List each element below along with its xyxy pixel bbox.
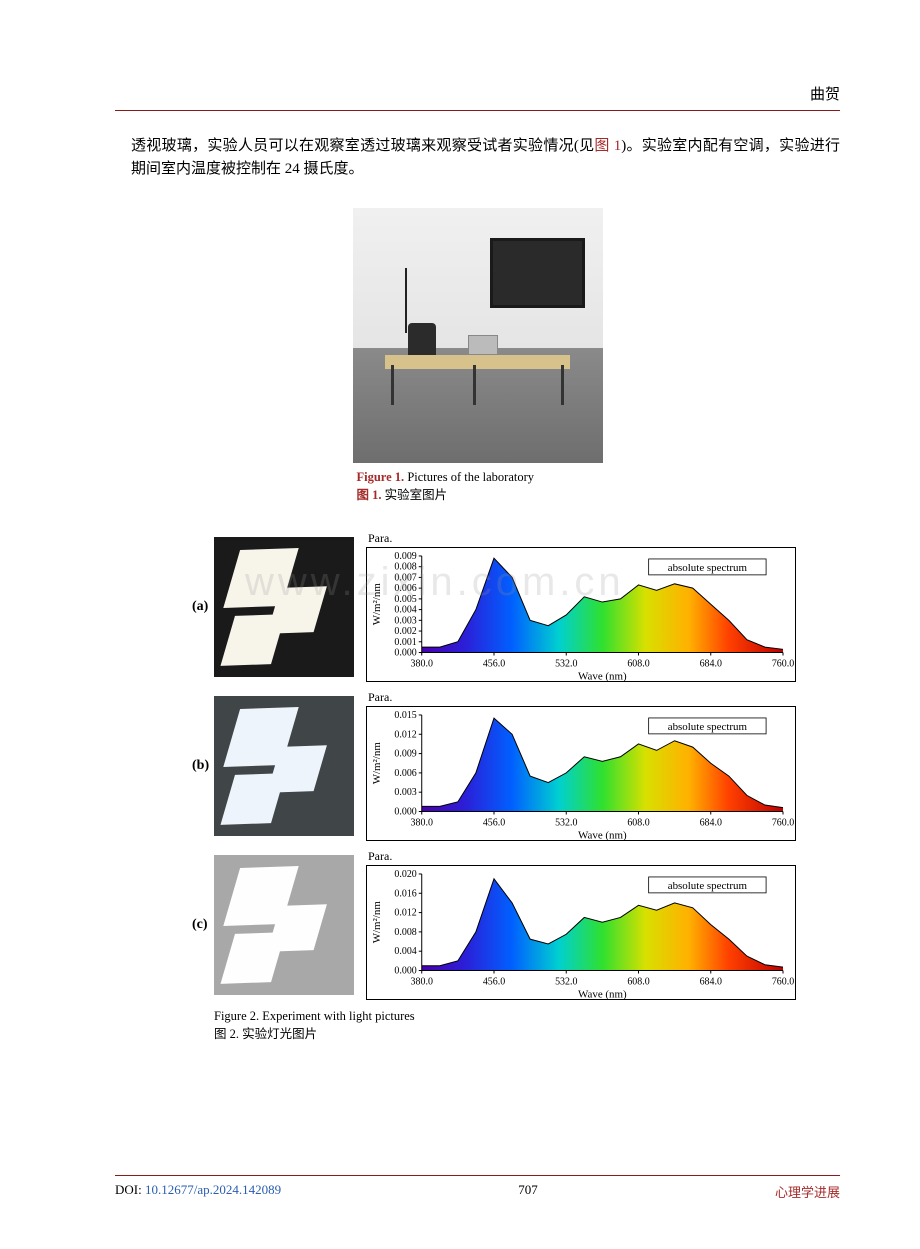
fig2-label-zh: 图 2. <box>214 1027 239 1041</box>
spectrum-chart-c: 0.000 0.004 0.008 0.012 0.016 0.020 380.0 456.0… <box>366 865 796 1000</box>
svg-text:0.000: 0.000 <box>394 806 416 817</box>
svg-text:0.009: 0.009 <box>394 749 416 760</box>
fig2-caption-zh: 实验灯光图片 <box>239 1027 317 1041</box>
svg-text:0.001: 0.001 <box>394 637 416 648</box>
doi-label: DOI: <box>115 1182 145 1197</box>
figure-2-row-c: (c) Para. 0.000 0.004 0.008 0.012 0.016 0.020… <box>192 849 802 1000</box>
spectrum-chart-b: 0.000 0.003 0.006 0.009 0.012 0.015 380.0 456.0… <box>366 706 796 841</box>
footer: DOI: 10.12677/ap.2024.142089 707 心理学进展 <box>115 1175 840 1201</box>
svg-text:0.012: 0.012 <box>394 729 416 740</box>
svg-text:0.004: 0.004 <box>394 605 416 616</box>
svg-text:0.016: 0.016 <box>394 888 416 899</box>
figure-2-row-a: (a) Para. 0.0000.0010.0020.0030.0040.005… <box>192 531 802 682</box>
svg-text:532.0: 532.0 <box>555 817 577 828</box>
header-rule <box>115 110 840 111</box>
journal-name: 心理学进展 <box>775 1182 840 1201</box>
fig1-caption-en: Pictures of the laboratory <box>404 470 534 484</box>
svg-text:0.000: 0.000 <box>394 965 416 976</box>
chart-para-label: Para. <box>368 531 796 546</box>
figure-1-caption: Figure 1. Pictures of the laboratory 图 1… <box>353 469 603 504</box>
svg-text:0.008: 0.008 <box>394 562 416 573</box>
svg-text:532.0: 532.0 <box>555 658 577 669</box>
svg-text:Wave (nm): Wave (nm) <box>578 829 627 841</box>
figure-2-caption: Figure 2. Experiment with light pictures… <box>214 1008 802 1043</box>
svg-text:608.0: 608.0 <box>627 976 649 987</box>
svg-text:456.0: 456.0 <box>483 976 505 987</box>
doi-link[interactable]: 10.12677/ap.2024.142089 <box>145 1182 281 1197</box>
svg-text:0.005: 0.005 <box>394 594 416 605</box>
light-thumbnail-c <box>214 855 354 995</box>
panel-label: (c) <box>192 917 214 933</box>
svg-text:0.006: 0.006 <box>394 583 416 594</box>
fig1-ref-link[interactable]: 图 1 <box>594 138 621 154</box>
svg-text:Wave (nm): Wave (nm) <box>578 988 627 1000</box>
svg-text:760.0: 760.0 <box>772 658 794 669</box>
svg-text:380.0: 380.0 <box>411 976 433 987</box>
svg-text:760.0: 760.0 <box>772 817 794 828</box>
svg-text:0.008: 0.008 <box>394 927 416 938</box>
panel-label: (b) <box>192 758 214 774</box>
svg-text:W/m²/nm: W/m²/nm <box>371 901 383 944</box>
footer-rule <box>115 1175 840 1176</box>
chart-para-label: Para. <box>368 690 796 705</box>
svg-text:W/m²/nm: W/m²/nm <box>371 583 383 626</box>
svg-text:Wave (nm): Wave (nm) <box>578 670 627 682</box>
svg-text:absolute spectrum: absolute spectrum <box>668 562 748 574</box>
svg-text:608.0: 608.0 <box>627 658 649 669</box>
svg-text:532.0: 532.0 <box>555 976 577 987</box>
svg-text:0.006: 0.006 <box>394 768 416 779</box>
svg-text:0.012: 0.012 <box>394 908 416 919</box>
fig1-label-en: Figure 1. <box>357 470 405 484</box>
svg-text:760.0: 760.0 <box>772 976 794 987</box>
svg-text:W/m²/nm: W/m²/nm <box>371 742 383 785</box>
body-text-1: 透视玻璃，实验人员可以在观察室透过玻璃来观察受试者实验情况(见 <box>131 138 594 154</box>
svg-text:0.002: 0.002 <box>394 626 416 637</box>
svg-text:380.0: 380.0 <box>411 817 433 828</box>
svg-text:0.004: 0.004 <box>394 946 416 957</box>
chart-para-label: Para. <box>368 849 796 864</box>
svg-text:380.0: 380.0 <box>411 658 433 669</box>
figure-1: Figure 1. Pictures of the laboratory 图 1… <box>353 208 603 504</box>
body-paragraph: 透视玻璃，实验人员可以在观察室透过玻璃来观察受试者实验情况(见图 1)。实验室内… <box>131 135 840 182</box>
svg-text:0.020: 0.020 <box>394 869 416 880</box>
panel-label: (a) <box>192 599 214 615</box>
fig1-label-zh: 图 1. <box>357 488 382 502</box>
page-number: 707 <box>518 1182 538 1201</box>
fig2-label-en: Figure 2. <box>214 1009 259 1023</box>
figure-2: (a) Para. 0.0000.0010.0020.0030.0040.005… <box>192 531 802 1043</box>
svg-text:0.003: 0.003 <box>394 615 416 626</box>
svg-text:absolute spectrum: absolute spectrum <box>668 721 748 733</box>
svg-text:684.0: 684.0 <box>700 658 722 669</box>
spectrum-chart-a: 0.0000.0010.0020.0030.0040.0050.0060.007… <box>366 547 796 682</box>
svg-text:0.007: 0.007 <box>394 572 416 583</box>
svg-text:0.000: 0.000 <box>394 647 416 658</box>
svg-text:0.003: 0.003 <box>394 787 416 798</box>
svg-text:0.015: 0.015 <box>394 710 416 721</box>
svg-text:608.0: 608.0 <box>627 817 649 828</box>
svg-text:684.0: 684.0 <box>700 976 722 987</box>
light-thumbnail-a <box>214 537 354 677</box>
svg-text:456.0: 456.0 <box>483 658 505 669</box>
svg-text:0.009: 0.009 <box>394 551 416 562</box>
footer-doi[interactable]: DOI: 10.12677/ap.2024.142089 <box>115 1182 281 1201</box>
light-thumbnail-b <box>214 696 354 836</box>
svg-text:684.0: 684.0 <box>700 817 722 828</box>
header-author: 曲贺 <box>810 83 840 104</box>
figure-2-row-b: (b) Para. 0.000 0.003 0.006 0.009 0.012 0.015… <box>192 690 802 841</box>
svg-text:456.0: 456.0 <box>483 817 505 828</box>
fig2-caption-en: Experiment with light pictures <box>259 1009 415 1023</box>
fig1-caption-zh: 实验室图片 <box>382 488 448 502</box>
svg-text:absolute spectrum: absolute spectrum <box>668 880 748 892</box>
figure-1-image <box>353 208 603 463</box>
